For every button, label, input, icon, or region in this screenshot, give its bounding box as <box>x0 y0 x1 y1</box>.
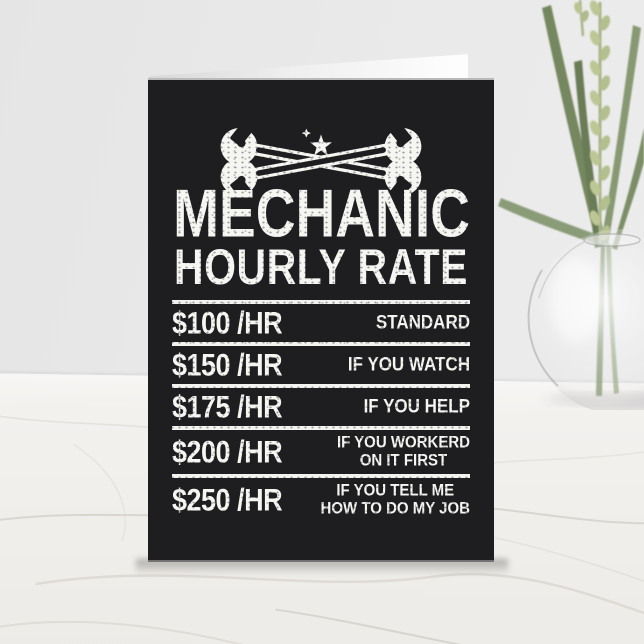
rate-label: STANDARD <box>375 311 470 334</box>
rate-label: IF YOU TELL ME HOW TO DO MY JOB <box>320 480 470 518</box>
sparkle-icon <box>301 128 311 138</box>
wrench-right <box>220 121 422 202</box>
rate-label-line1: IF YOU WATCH <box>347 353 470 375</box>
card-subtitle-text: HOURLY RATE <box>173 238 469 296</box>
card-shadow <box>136 559 508 575</box>
rate-label-line2: ON IT FIRST <box>359 450 448 470</box>
rate-price: $150 /HR <box>172 347 283 382</box>
rate-label: IF YOU HELP <box>363 395 470 418</box>
card-title: MECHANIC <box>172 179 470 250</box>
card-subtitle: HOURLY RATE <box>172 239 470 295</box>
rate-label-line2: HOW TO DO MY JOB <box>320 498 470 518</box>
star-icon <box>310 134 332 156</box>
rate-label-line1: IF YOU HELP <box>363 395 470 417</box>
card-title-text: MECHANIC <box>172 176 470 252</box>
wheat-stalk <box>574 0 611 244</box>
crossed-wrenches-icon <box>220 121 422 202</box>
rate-label-line1: IF YOU WORKERD <box>336 432 470 452</box>
rate-price: $200 /HR <box>172 434 283 469</box>
glass-vase <box>527 229 644 410</box>
rate-row-help: $175 /HR IF YOU HELP <box>172 388 470 430</box>
rate-row-tell-me-how: $250 /HR IF YOU TELL ME HOW TO DO MY JOB <box>172 478 470 522</box>
rate-row-worked-on-it: $200 /HR IF YOU WORKERD ON IT FIRST <box>172 430 470 478</box>
rate-row-watch: $150 /HR IF YOU WATCH <box>172 346 470 388</box>
plant-in-glass-vase <box>498 0 644 410</box>
rate-row-standard: $100 /HR STANDARD <box>172 304 470 346</box>
greeting-card-front: MECHANIC HOURLY RATE $100 /HR STANDARD $… <box>148 78 494 562</box>
rate-price: $175 /HR <box>172 389 283 424</box>
rate-label-line1: STANDARD <box>375 311 470 333</box>
rate-label-line1: IF YOU TELL ME <box>336 480 455 500</box>
rate-price: $250 /HR <box>172 482 283 517</box>
rate-label: IF YOU WORKERD ON IT FIRST <box>336 432 470 470</box>
rate-price: $100 /HR <box>172 305 283 340</box>
rate-table: $100 /HR STANDARD $150 /HR IF YOU WATCH … <box>172 300 470 522</box>
rate-label: IF YOU WATCH <box>347 353 470 376</box>
